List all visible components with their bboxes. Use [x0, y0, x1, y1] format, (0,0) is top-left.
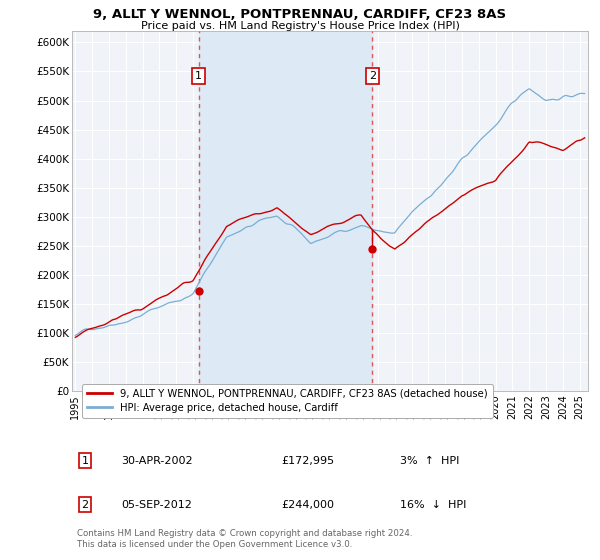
- Text: Contains HM Land Registry data © Crown copyright and database right 2024.
This d: Contains HM Land Registry data © Crown c…: [77, 529, 413, 549]
- Bar: [199, 31, 373, 391]
- Text: 9, ALLT Y WENNOL, PONTPRENNAU, CARDIFF, CF23 8AS: 9, ALLT Y WENNOL, PONTPRENNAU, CARDIFF, …: [94, 8, 506, 21]
- Text: 3%  ↑  HPI: 3% ↑ HPI: [400, 455, 459, 465]
- Text: 30-APR-2002: 30-APR-2002: [121, 455, 193, 465]
- Text: £244,000: £244,000: [281, 500, 334, 510]
- Text: 2: 2: [369, 71, 376, 81]
- Text: 05-SEP-2012: 05-SEP-2012: [121, 500, 192, 510]
- Text: £172,995: £172,995: [281, 455, 334, 465]
- Text: 1: 1: [82, 455, 88, 465]
- Legend: 9, ALLT Y WENNOL, PONTPRENNAU, CARDIFF, CF23 8AS (detached house), HPI: Average : 9, ALLT Y WENNOL, PONTPRENNAU, CARDIFF, …: [82, 384, 493, 418]
- Text: 1: 1: [195, 71, 202, 81]
- Text: 2: 2: [82, 500, 88, 510]
- Text: 16%  ↓  HPI: 16% ↓ HPI: [400, 500, 466, 510]
- Text: Price paid vs. HM Land Registry's House Price Index (HPI): Price paid vs. HM Land Registry's House …: [140, 21, 460, 31]
